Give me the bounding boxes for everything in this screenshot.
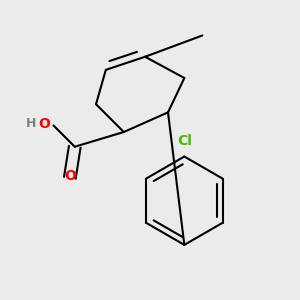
Text: Cl: Cl — [177, 134, 192, 148]
Text: O: O — [64, 169, 76, 183]
Text: O: O — [38, 117, 50, 131]
Text: H: H — [26, 117, 37, 130]
